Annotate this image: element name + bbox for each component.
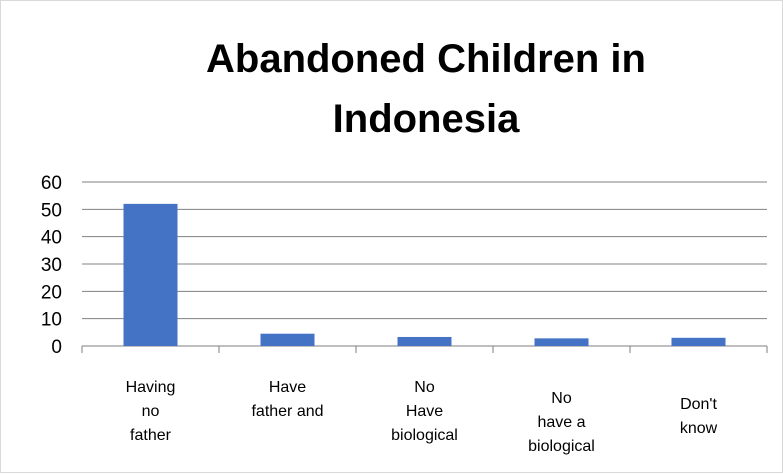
x-tick-label-line: Don't: [680, 396, 717, 413]
x-tick-label: No have a biological: [502, 387, 622, 459]
bar: [671, 337, 726, 346]
axis-layer: [81, 346, 768, 353]
y-tick-label: 0: [51, 337, 62, 358]
x-tick-label-line: father: [130, 427, 171, 444]
x-tick-label-line: No: [551, 390, 572, 407]
bar: [260, 333, 315, 346]
x-tick-label-line: Have: [405, 403, 444, 420]
bar-layer: [123, 203, 726, 346]
y-tick-label: 20: [41, 282, 62, 303]
y-tick-label: 40: [41, 228, 62, 249]
x-tick-label-line: know: [679, 420, 718, 437]
x-tick-label-line: father and: [251, 403, 324, 420]
chart-title-line-2: Indonesia: [332, 97, 520, 141]
x-tick-label-line: No: [414, 379, 435, 396]
x-tick-label: Have father and: [228, 376, 348, 424]
x-tick-label-line: Having: [125, 379, 176, 396]
bar: [534, 338, 589, 346]
bar: [123, 203, 178, 346]
x-tick-label: No Have biological: [365, 376, 485, 448]
x-tick-label: Having no father: [91, 376, 211, 448]
x-tick-label: Don't know: [639, 393, 759, 441]
x-tick-label-line: no: [141, 403, 160, 420]
bar: [397, 336, 452, 346]
y-tick-label: 30: [41, 255, 62, 276]
x-tick-label-line: Have: [268, 379, 307, 396]
y-tick-label: 10: [41, 310, 62, 331]
x-tick-label-line: biological: [528, 438, 595, 455]
chart-title-line-1: Abandoned Children in: [206, 37, 646, 81]
y-tick-layer: 0 10 20 30 40 50 60: [41, 173, 62, 358]
x-tick-label-line: have a: [537, 414, 586, 431]
chart-title: Abandoned Children in Indonesia: [81, 29, 771, 149]
x-tick-label-line: biological: [391, 427, 458, 444]
y-tick-label: 50: [41, 200, 62, 221]
grid-layer: [82, 181, 767, 347]
y-tick-label: 60: [41, 173, 62, 194]
